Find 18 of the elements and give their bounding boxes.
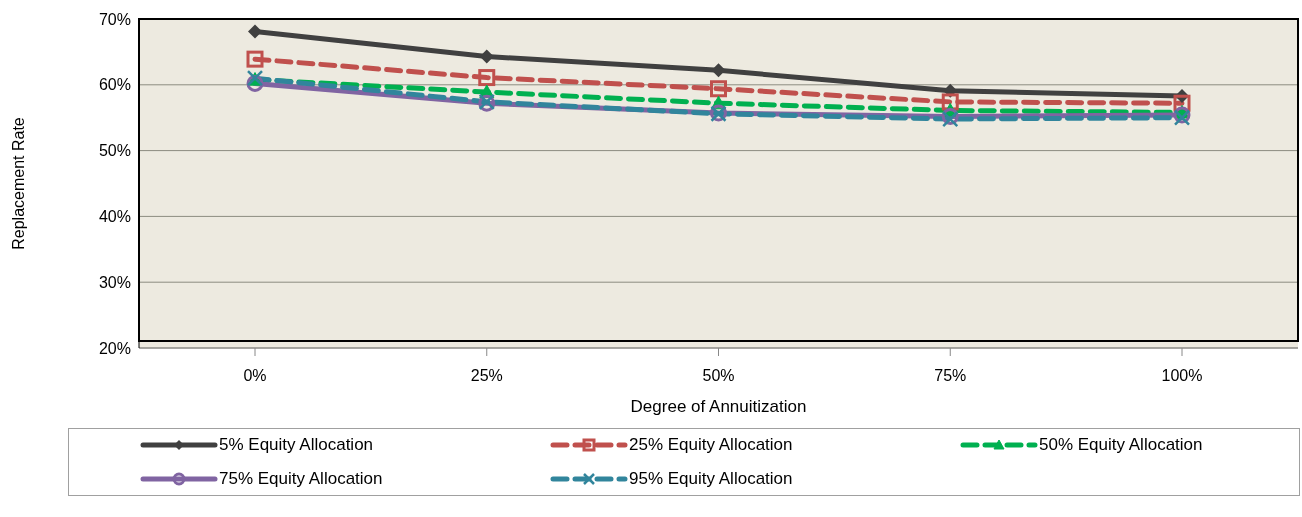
legend-label: 5% Equity Allocation [219, 435, 374, 455]
legend-label: 95% Equity Allocation [629, 469, 793, 489]
y-tick-label: 50% [98, 142, 131, 160]
y-tick-label: 20% [98, 339, 131, 357]
legend-label: 25% Equity Allocation [629, 435, 793, 455]
legend-label: 75% Equity Allocation [219, 469, 383, 489]
x-tick-label: 100% [1161, 367, 1203, 385]
x-axis-title: Degree of Annuitization [630, 397, 807, 416]
y-tick-label: 70% [98, 10, 131, 28]
x-tick-label: 25% [470, 367, 503, 385]
y-axis-title: Replacement Rate [9, 117, 27, 250]
y-tick-label: 30% [98, 273, 131, 291]
legend-label: 50% Equity Allocation [1039, 435, 1203, 455]
x-tick-label: 75% [934, 367, 967, 385]
x-tick-label: 50% [702, 367, 735, 385]
x-tick-label: 0% [243, 367, 267, 385]
y-tick-label: 60% [98, 76, 131, 94]
y-tick-label: 40% [98, 208, 131, 226]
